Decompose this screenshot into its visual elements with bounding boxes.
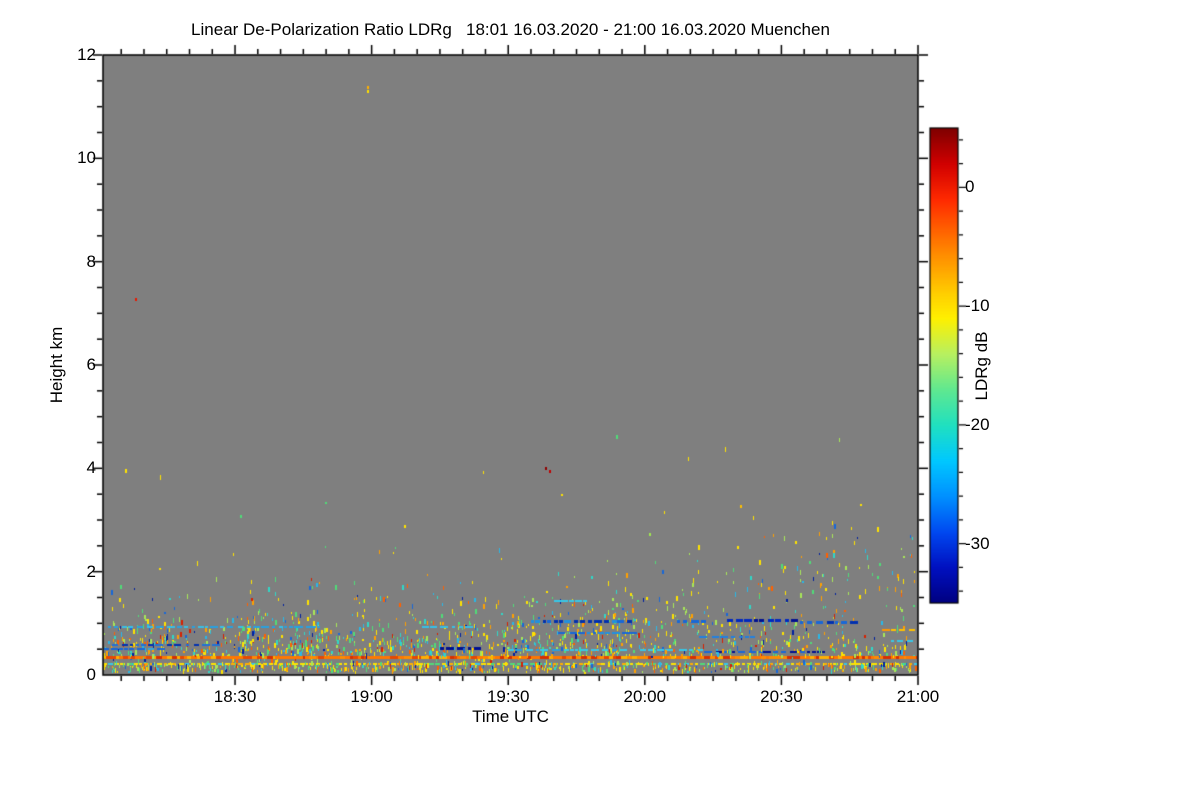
y-tick-label: 8	[86, 251, 96, 271]
x-tick-label: 21:00	[896, 687, 940, 706]
y-tick-label: 2	[86, 561, 96, 581]
colorbar-tick-label: -20	[965, 414, 990, 434]
y-tick-label: 10	[77, 148, 96, 168]
y-tick-label: 4	[86, 458, 96, 478]
y-tick-label: 6	[86, 355, 96, 374]
colorbar-tick-label: -10	[965, 296, 990, 316]
x-tick-label: 19:30	[486, 687, 530, 706]
colorbar-tick-label: -30	[965, 533, 990, 553]
x-tick-label: 18:30	[213, 687, 257, 706]
y-tick-label: 0	[86, 665, 96, 684]
x-tick-label: 20:00	[623, 687, 667, 706]
x-tick-label: 20:30	[760, 687, 803, 706]
y-tick-label: 12	[77, 45, 96, 64]
colorbar-tick-label: 0	[965, 177, 975, 197]
colorbar-label: LDRg dB	[972, 331, 991, 401]
x-tick-label: 19:00	[350, 687, 393, 706]
x-axis-label: Time UTC	[472, 707, 549, 726]
chart-title: Linear De-Polarization Ratio LDRg 18:01 …	[191, 20, 830, 39]
